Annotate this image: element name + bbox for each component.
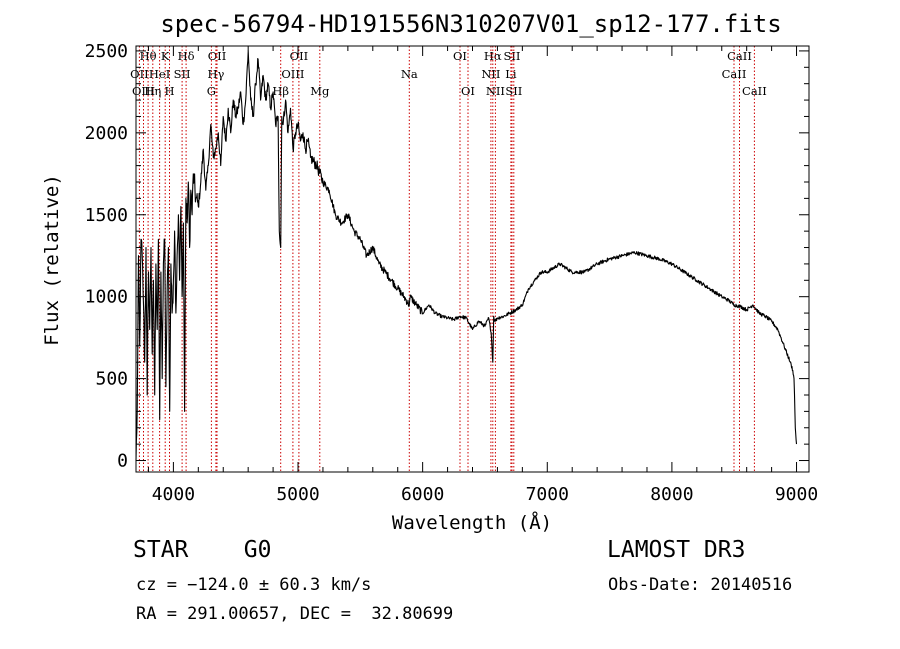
marker-label: CaII xyxy=(722,67,747,81)
marker-label: OI xyxy=(453,49,467,63)
y-tick-label: 0 xyxy=(117,451,128,472)
x-tick-label: 8000 xyxy=(650,484,693,505)
marker-label: Li xyxy=(505,67,517,81)
marker-label: Hγ xyxy=(207,67,224,81)
y-tick-label: 2500 xyxy=(85,41,128,62)
marker-label: CaII xyxy=(727,49,752,63)
axis-ticks: 4000 5000 6000 7000 8000 9000 0 500 1000 1500 2000… xyxy=(85,41,819,505)
marker-label: Na xyxy=(401,67,418,81)
marker-label: OI xyxy=(461,84,475,98)
spectral-class: STAR G0 xyxy=(133,537,272,563)
y-tick-label: 500 xyxy=(95,369,128,390)
marker-label: NII xyxy=(481,67,500,81)
marker-label: CaII xyxy=(742,84,767,98)
marker-label: Hδ xyxy=(178,49,195,63)
marker-label: H xyxy=(164,84,174,98)
y-tick-label: 1000 xyxy=(85,287,128,308)
marker-label: HeI xyxy=(149,67,170,81)
ra-dec-coordinates: RA = 291.00657, DEC = 32.80699 xyxy=(136,604,454,624)
y-axis-label: Flux (relative) xyxy=(41,174,63,346)
marker-label: OII xyxy=(208,49,227,63)
marker-label: SII xyxy=(505,84,522,98)
marker-label: OIII xyxy=(132,84,155,98)
x-tick-label: 9000 xyxy=(775,484,818,505)
y-tick-label: 1500 xyxy=(85,205,128,226)
marker-label: Hθ xyxy=(140,49,157,63)
redshift-velocity: cz = −124.0 ± 60.3 km/s xyxy=(136,575,372,595)
marker-label: NII xyxy=(486,84,505,98)
marker-label: Hβ xyxy=(272,84,289,98)
marker-label: Mg xyxy=(310,84,330,98)
marker-label: G xyxy=(207,84,216,98)
marker-label: OII xyxy=(130,67,149,81)
x-axis-label: Wavelength (Å) xyxy=(392,511,552,534)
x-tick-label: 5000 xyxy=(276,484,319,505)
marker-label: OII xyxy=(290,49,309,63)
spectrum-chart: spec-56794-HD191556N310207V01_sp12-177.f… xyxy=(41,10,819,534)
x-tick-label: 7000 xyxy=(526,484,569,505)
marker-label: OIII xyxy=(281,67,304,81)
spectrum-line xyxy=(135,50,798,461)
survey-name: LAMOST DR3 xyxy=(607,537,746,563)
marker-label: K xyxy=(161,49,170,63)
chart-title: spec-56794-HD191556N310207V01_sp12-177.f… xyxy=(160,10,781,38)
marker-label: Hη xyxy=(144,84,161,98)
marker-label: Hα xyxy=(484,49,502,63)
x-tick-label: 4000 xyxy=(152,484,195,505)
x-tick-label: 6000 xyxy=(401,484,444,505)
plot-frame xyxy=(135,45,810,473)
y-tick-label: 2000 xyxy=(85,123,128,144)
marker-label: SII xyxy=(174,67,191,81)
marker-label: SII xyxy=(504,49,521,63)
observation-date: Obs-Date: 20140516 xyxy=(608,575,793,595)
